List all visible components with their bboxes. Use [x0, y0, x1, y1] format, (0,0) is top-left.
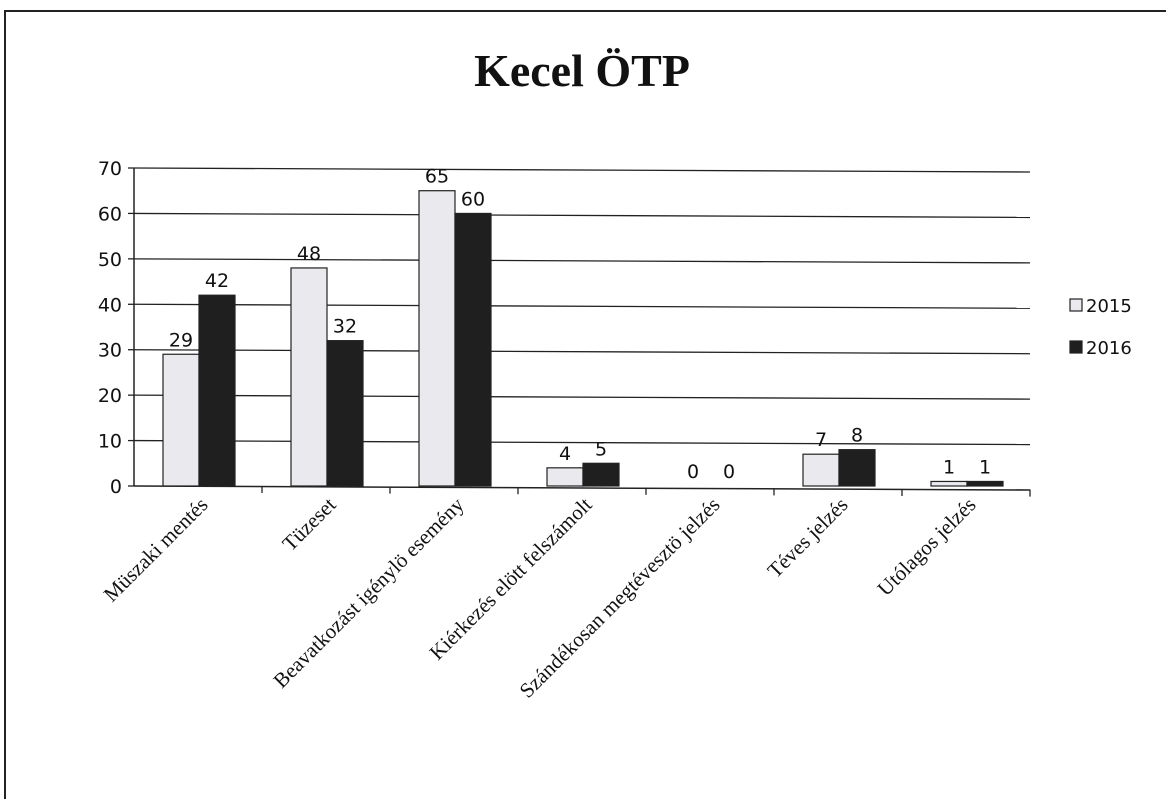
bars: [162, 190, 1004, 487]
data-label-2016-6: 1: [979, 456, 991, 478]
bar-2016-2: [454, 212, 492, 487]
legend-swatch-2016: [1069, 340, 1083, 354]
legend-swatch-2015: [1069, 298, 1083, 312]
category-label: Tüzeset: [277, 492, 340, 555]
bar-2016-6: [966, 480, 1004, 487]
x-axis: [133, 485, 1031, 491]
data-label-2016-5: 8: [851, 425, 863, 447]
gridline: [133, 394, 1031, 400]
category-label: Müszaki mentés: [99, 493, 213, 607]
y-tick-label: 40: [98, 294, 122, 316]
chart-frame: [4, 10, 1166, 799]
gridline: [133, 349, 1031, 355]
y-tick-label: 60: [98, 203, 122, 225]
data-label-2015-2: 65: [425, 166, 449, 188]
gridline: [133, 439, 1031, 446]
gridline: [133, 258, 1031, 264]
gridline: [133, 212, 1031, 219]
data-label-2016-0: 42: [205, 270, 229, 292]
gridline: [133, 167, 1031, 173]
y-tick-label: 70: [98, 158, 122, 180]
chart-title: Kecel ÖTP: [474, 45, 690, 96]
bar-2015-1: [290, 267, 328, 487]
bar-2016-3: [582, 462, 620, 487]
legend-label-2016: 2016: [1086, 338, 1132, 359]
bar-2016-5: [838, 449, 876, 487]
data-label-2015-4: 0: [687, 461, 699, 483]
bar-2015-3: [546, 467, 584, 487]
y-tick-label: 0: [110, 476, 122, 498]
bar-2015-6: [930, 480, 968, 487]
y-tick-label: 20: [98, 385, 122, 407]
data-label-2015-5: 7: [815, 429, 827, 451]
data-labels: 29 42 48 32 65 60 4 5 0 0 7 8 1 1: [169, 166, 991, 483]
bar-2015-2: [418, 190, 456, 487]
y-tick-label: 30: [98, 340, 122, 362]
data-label-2016-2: 60: [461, 188, 485, 210]
data-label-2016-1: 32: [333, 316, 357, 338]
y-tick-label: 50: [98, 249, 122, 271]
gridline: [133, 303, 1031, 309]
category-label: Szándékosan megtévesztö jelzés: [515, 493, 725, 703]
data-label-2015-0: 29: [169, 329, 193, 351]
legend: 2015 2016: [1069, 296, 1132, 359]
category-label: Utólagos jelzés: [872, 493, 980, 601]
category-label: Téves jelzés: [763, 493, 853, 583]
data-label-2016-4: 0: [723, 461, 735, 483]
y-tick-label: 10: [98, 431, 122, 453]
bar-2016-0: [198, 294, 236, 487]
data-label-2015-1: 48: [297, 243, 321, 265]
bar-2015-0: [162, 353, 200, 487]
data-label-2015-3: 4: [559, 443, 571, 465]
data-label-2015-6: 1: [943, 456, 955, 478]
data-label-2016-3: 5: [595, 438, 607, 460]
gridlines: [133, 167, 1031, 446]
bar-2015-5: [802, 453, 840, 487]
bar-2016-1: [326, 340, 364, 487]
legend-label-2015: 2015: [1086, 296, 1132, 317]
